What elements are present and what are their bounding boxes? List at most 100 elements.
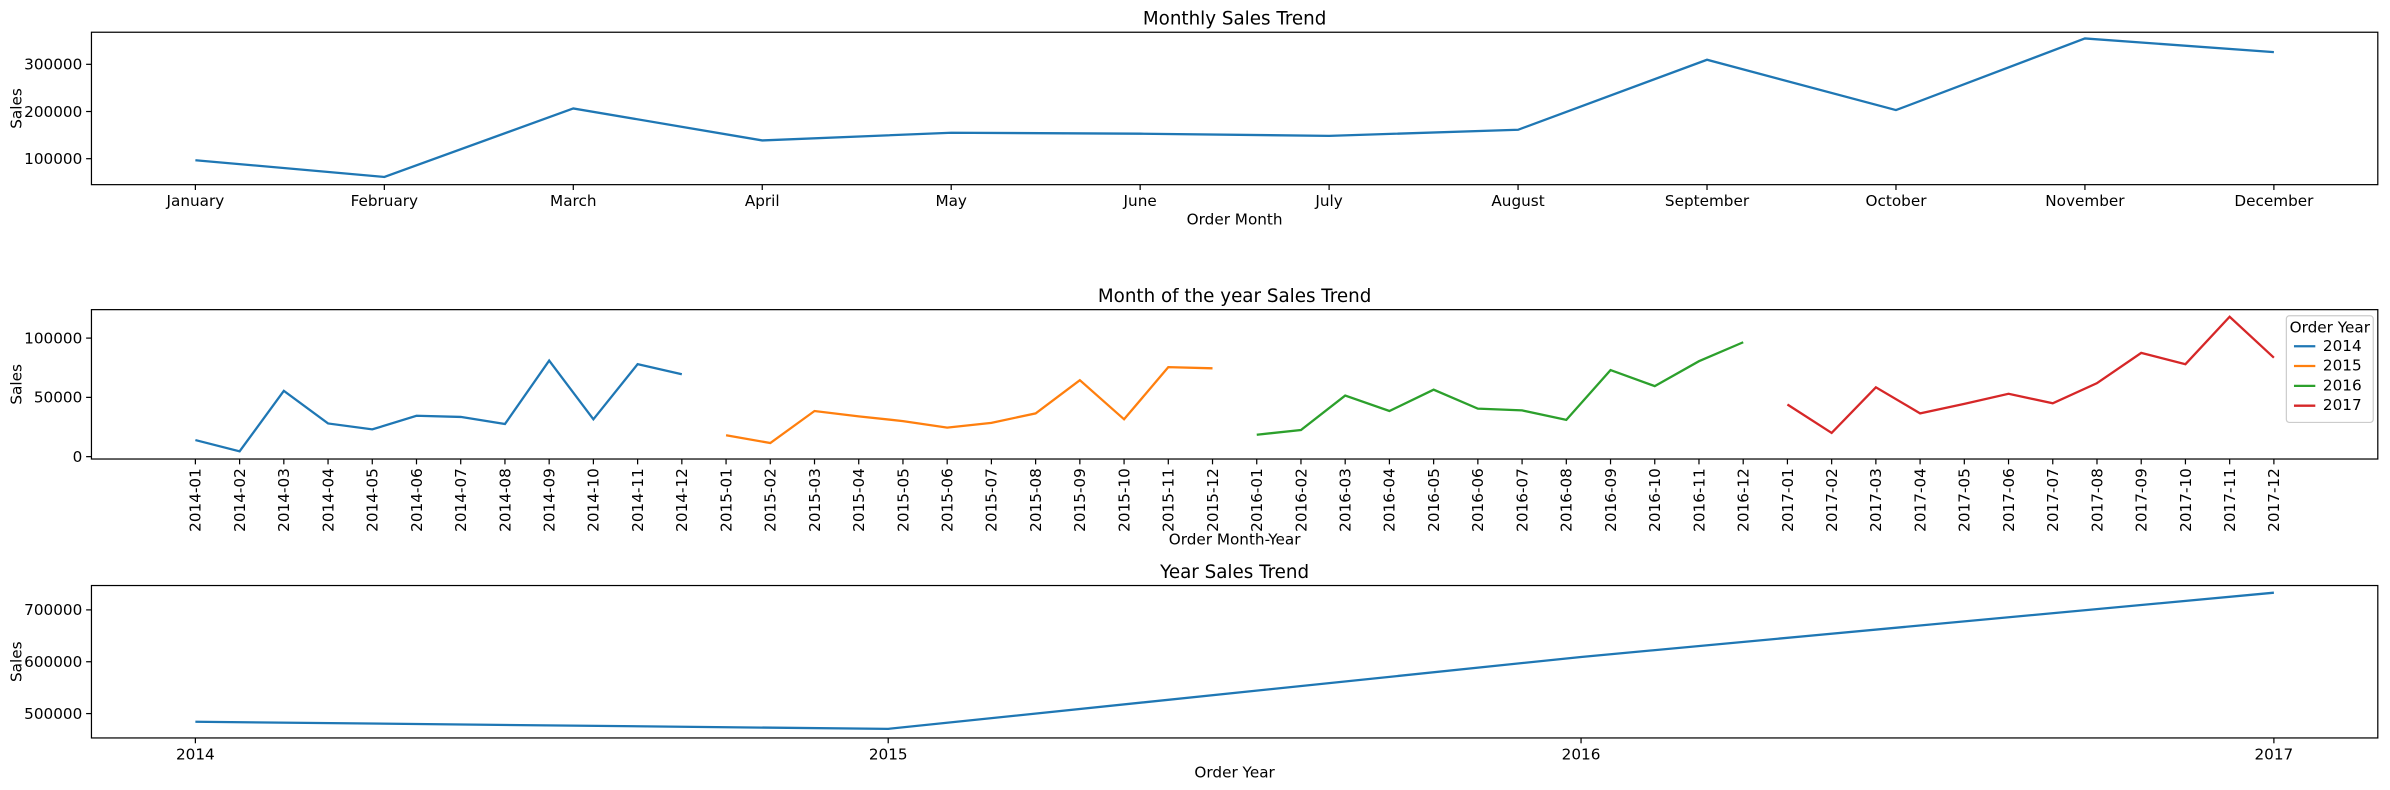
x-tick-label: 2014-11	[629, 468, 647, 532]
series-line	[725, 365, 1213, 445]
x-tick-label: February	[351, 192, 419, 210]
legend-label: 2017	[2323, 396, 2362, 414]
x-tick-label: 2017-10	[2177, 468, 2195, 532]
x-tick-label: 2015-04	[850, 468, 868, 532]
x-tick-label: 2017-12	[2265, 468, 2283, 532]
plot-area	[90, 31, 2379, 186]
x-tick-label: 2014-08	[496, 468, 514, 532]
x-tick-label: May	[935, 192, 967, 210]
x-tick-label: 2016-05	[1425, 468, 1443, 532]
subplot: Month of the year Sales Trend 0 50000 10000…	[7, 286, 2379, 548]
x-tick-label: 2015-10	[1115, 468, 1133, 532]
subplot: Year Sales Trend 500000 600000 700000 2014 20…	[7, 562, 2379, 782]
x-tick-label: 2014-10	[585, 468, 603, 532]
x-tick-label: September	[1665, 192, 1750, 210]
x-axis-label: Order Month-Year	[1169, 530, 1302, 548]
x-tick-label: December	[2234, 192, 2314, 210]
series-line	[1256, 341, 1744, 436]
x-tick-label: 2016-11	[1690, 468, 1708, 532]
x-tick-label: March	[550, 192, 596, 210]
x-tick-label: 2015-11	[1160, 468, 1178, 532]
x-tick-label: 2017-08	[2088, 468, 2106, 532]
x-tick-label: July	[1314, 192, 1342, 210]
chart-title: Year Sales Trend	[1159, 562, 1309, 583]
x-tick-label: 2016-03	[1337, 468, 1355, 532]
x-tick-label: 2014-03	[275, 468, 293, 532]
x-tick-label: 2017-04	[1911, 468, 1929, 532]
x-tick-label: 2015	[869, 745, 908, 763]
legend-label: 2014	[2323, 337, 2362, 355]
x-tick-label: 2017-11	[2221, 468, 2239, 532]
y-axis-label: Sales	[7, 364, 25, 405]
series-line	[195, 37, 2274, 179]
x-tick-label: 2014-01	[187, 468, 205, 532]
plot-area	[90, 584, 2379, 739]
x-tick-label: 2017-03	[1867, 468, 1885, 532]
x-tick-label: August	[1491, 192, 1544, 210]
legend-label: 2016	[2323, 376, 2362, 394]
legend-label: 2015	[2323, 357, 2362, 375]
y-axis-label: Sales	[7, 641, 25, 682]
x-tick-label: 2017-06	[2000, 468, 2018, 532]
x-tick-label: 2017-02	[1823, 468, 1841, 532]
x-axis-label: Order Month	[1187, 210, 1283, 228]
x-tick-label: 2014-12	[673, 468, 691, 532]
y-tick-label: 600000	[24, 653, 82, 671]
x-tick-label: 2014-04	[319, 468, 337, 532]
y-tick-label: 100000	[24, 329, 82, 347]
x-tick-label: 2016-01	[1248, 468, 1266, 532]
x-tick-label: 2016-12	[1735, 468, 1753, 532]
x-tick-label: 2015-07	[983, 468, 1001, 532]
x-tick-label: 2014-06	[408, 468, 426, 532]
x-tick-label: June	[1123, 192, 1157, 210]
x-tick-label: 2014-07	[452, 468, 470, 532]
x-tick-label: 2014-09	[541, 468, 559, 532]
x-tick-label: 2017-01	[1779, 468, 1797, 532]
x-tick-label: 2016-04	[1381, 468, 1399, 532]
x-axis-label: Order Year	[1194, 764, 1275, 782]
x-tick-label: 2016-07	[1513, 468, 1531, 532]
x-tick-label: 2016-09	[1602, 468, 1620, 532]
series-line	[1786, 315, 2275, 435]
y-tick-label: 500000	[24, 705, 82, 723]
y-tick-label: 200000	[24, 103, 82, 121]
x-tick-label: 2014	[176, 745, 215, 763]
x-tick-label: April	[745, 192, 780, 210]
x-tick-label: January	[165, 192, 224, 210]
x-tick-label: 2015-08	[1027, 468, 1045, 532]
x-tick-label: November	[2045, 192, 2125, 210]
x-tick-label: 2015-09	[1071, 468, 1089, 532]
series-line	[195, 591, 2274, 731]
x-tick-label: 2015-01	[717, 468, 735, 532]
x-tick-label: 2016-02	[1292, 468, 1310, 532]
x-tick-label: October	[1865, 192, 1927, 210]
series-line	[195, 358, 683, 453]
y-axis-label: Sales	[7, 88, 25, 129]
x-tick-label: 2017	[2254, 745, 2293, 763]
y-tick-label: 700000	[24, 601, 82, 619]
x-tick-label: 2015-06	[939, 468, 957, 532]
x-tick-label: 2014-05	[364, 468, 382, 532]
chart-title: Month of the year Sales Trend	[1098, 286, 1371, 307]
x-tick-label: 2015-03	[806, 468, 824, 532]
x-tick-label: 2016-06	[1469, 468, 1487, 532]
x-tick-label: 2015-05	[894, 468, 912, 532]
x-tick-label: 2016	[1562, 745, 1601, 763]
x-tick-label: 2016-10	[1646, 468, 1664, 532]
x-tick-label: 2014-02	[231, 468, 249, 532]
y-tick-label: 300000	[24, 56, 82, 74]
x-tick-label: 2015-12	[1204, 468, 1222, 532]
x-tick-label: 2017-05	[1956, 468, 1974, 532]
y-tick-label: 50000	[34, 389, 82, 407]
y-tick-label: 100000	[24, 150, 82, 168]
chart-title: Monthly Sales Trend	[1143, 9, 1327, 30]
x-tick-label: 2015-02	[762, 468, 780, 532]
subplot: Monthly Sales Trend 100000 200000 300000 Jan…	[7, 9, 2379, 228]
x-tick-label: 2017-09	[2133, 468, 2151, 532]
legend-title: Order Year	[2290, 319, 2371, 337]
x-tick-label: 2016-08	[1558, 468, 1576, 532]
x-tick-label: 2017-07	[2044, 468, 2062, 532]
legend-box	[2285, 315, 2374, 424]
